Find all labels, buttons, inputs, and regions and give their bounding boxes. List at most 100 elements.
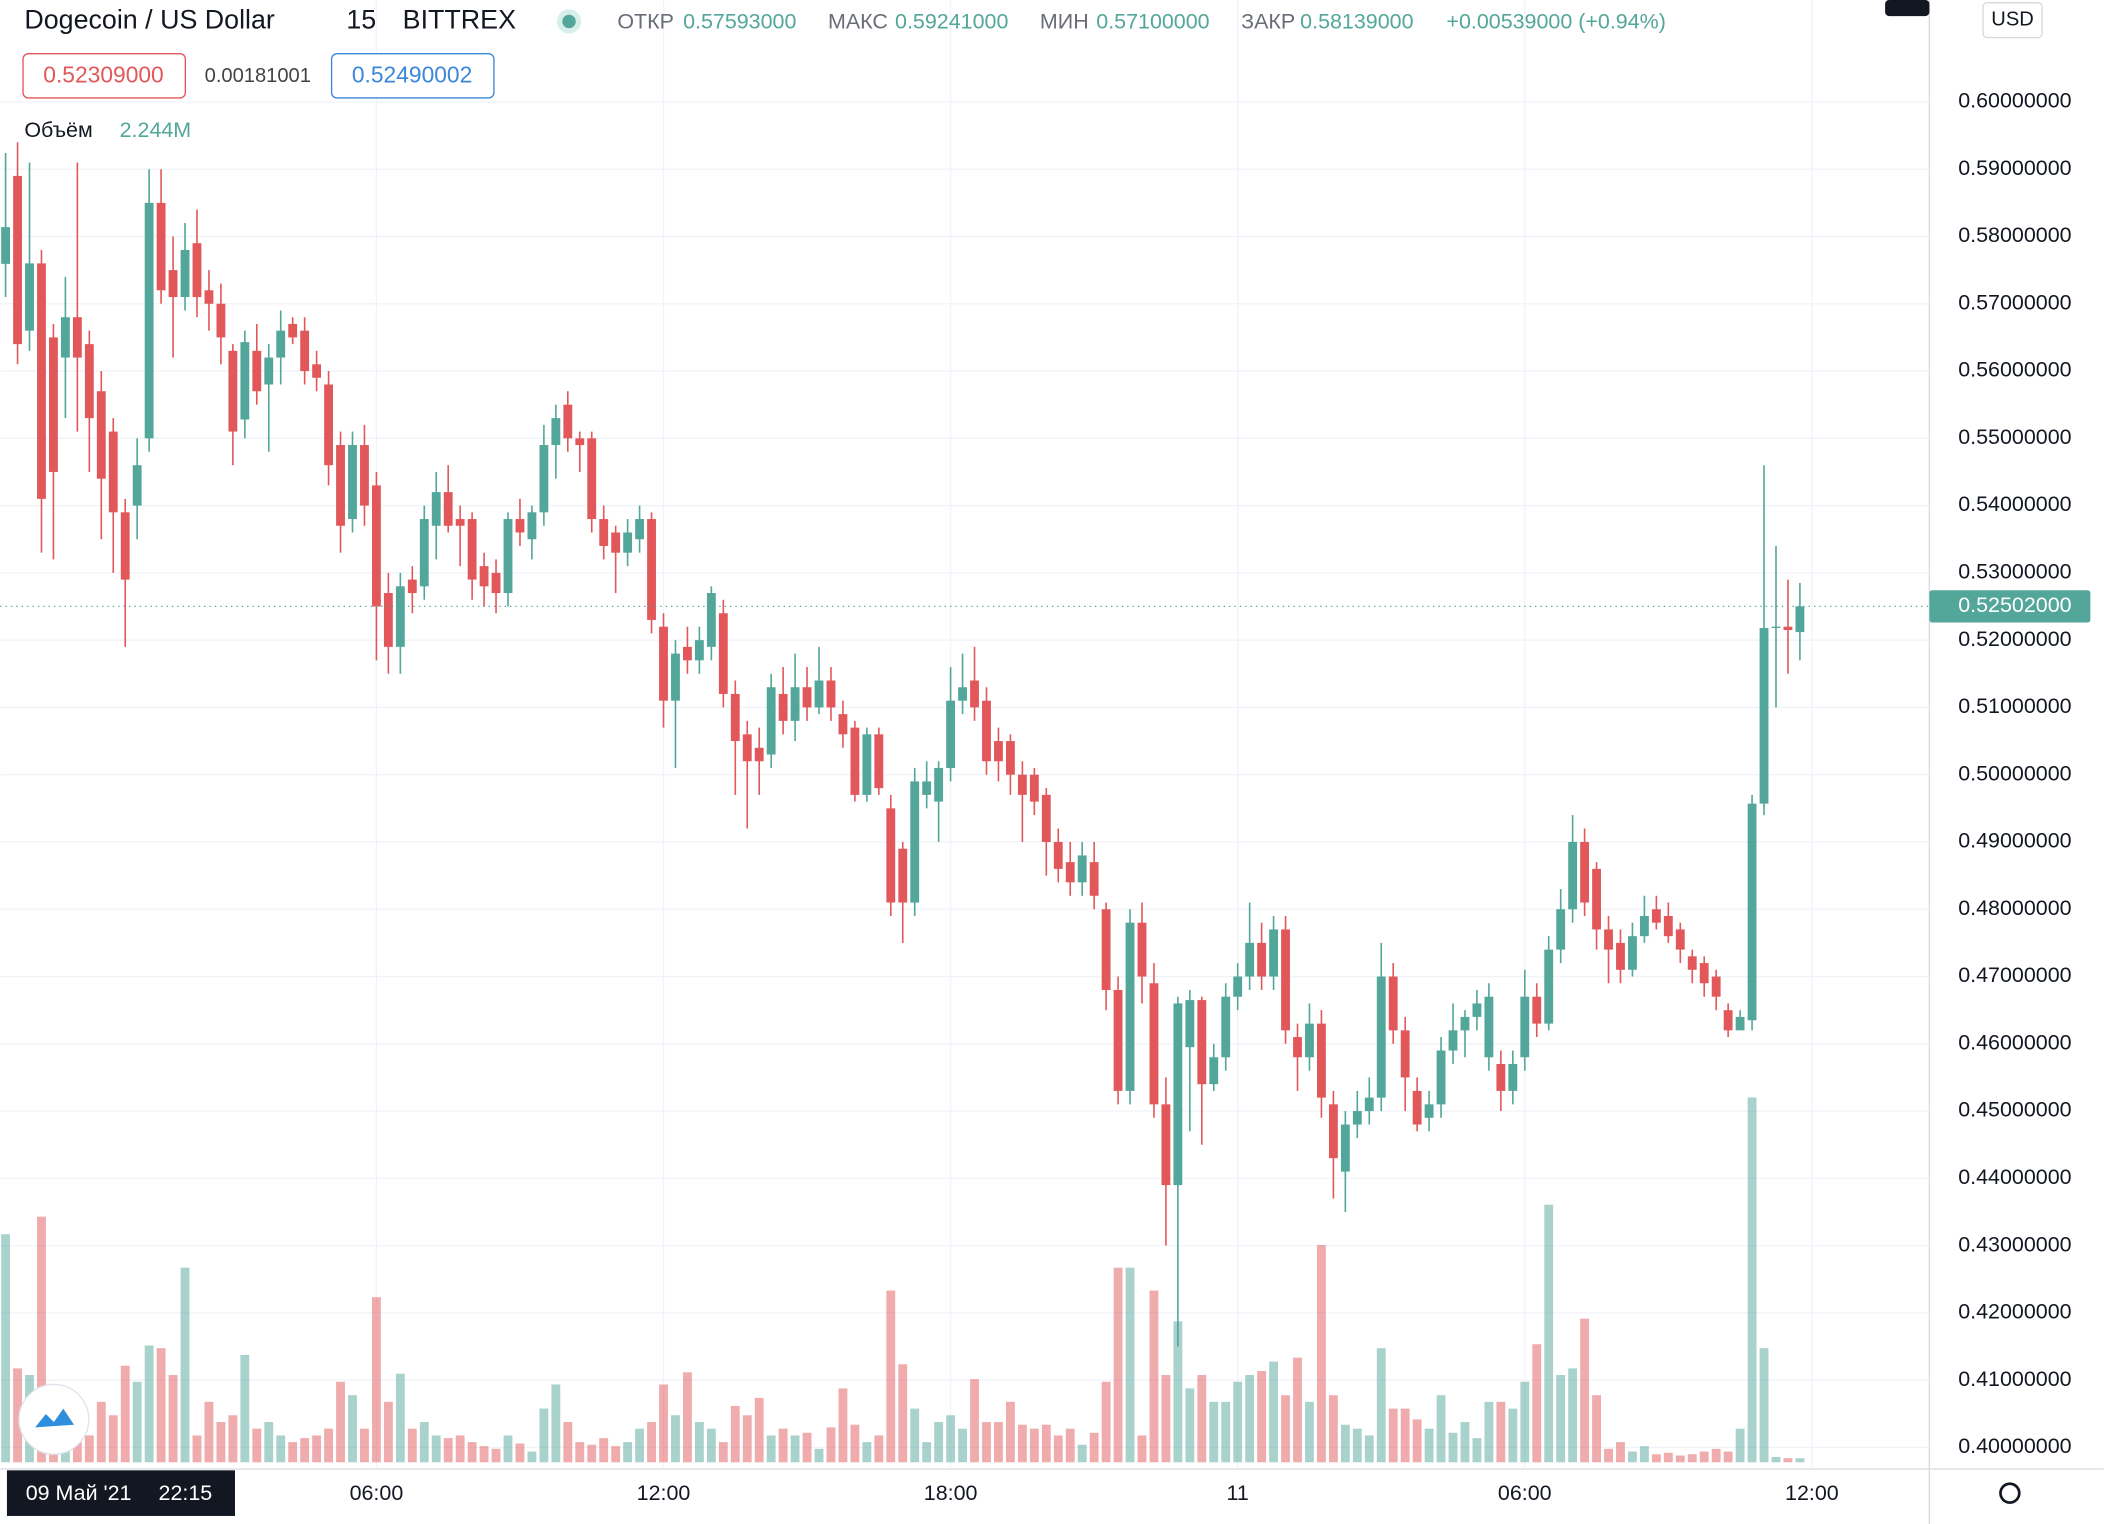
candle-body <box>551 418 561 446</box>
volume-bar <box>84 1435 94 1463</box>
candle-body <box>1 227 11 264</box>
volume-bar <box>1424 1428 1434 1463</box>
candle-body <box>108 431 118 513</box>
settings-icon[interactable] <box>1999 1482 2021 1504</box>
volume-bar <box>730 1405 740 1463</box>
volume-bar <box>1245 1374 1255 1463</box>
y-tick-label: 0.40000000 <box>1958 1434 2071 1458</box>
candle-body <box>635 519 645 540</box>
candle-body <box>1029 774 1039 802</box>
volume-bar <box>515 1443 525 1463</box>
candle-body <box>814 680 824 708</box>
logo[interactable] <box>18 1383 90 1455</box>
open-label: ОТКР <box>617 9 674 33</box>
candle-body <box>1209 1057 1219 1085</box>
cursor-time: 22:15 <box>159 1481 213 1505</box>
candle-body <box>168 270 178 298</box>
volume-bar <box>934 1422 944 1463</box>
volume-bar <box>982 1422 991 1463</box>
volume-bar <box>324 1428 333 1463</box>
candle-body <box>515 519 525 533</box>
volume-bar <box>1412 1419 1422 1463</box>
candle-body <box>874 734 884 789</box>
candle-body <box>1125 922 1135 1091</box>
volume-bar <box>395 1373 405 1463</box>
volume-bar <box>647 1422 656 1463</box>
candle-body <box>1041 794 1051 842</box>
volume-bar <box>527 1451 537 1463</box>
volume-bar <box>1209 1401 1219 1463</box>
volume-bar <box>132 1381 142 1463</box>
candle-body <box>1317 1023 1326 1098</box>
candle-body <box>754 747 764 762</box>
volume-bar <box>1771 1456 1781 1463</box>
volume-bar <box>1101 1381 1111 1463</box>
volume-bar <box>1687 1454 1697 1463</box>
volume-bar <box>1053 1435 1063 1463</box>
candle-body <box>252 350 262 392</box>
volume-bar <box>204 1401 214 1463</box>
volume-bar <box>1556 1374 1566 1463</box>
candle-body <box>84 344 94 419</box>
volume-bar <box>838 1388 848 1463</box>
candle-body <box>1113 989 1123 1091</box>
volume-bar <box>659 1384 668 1463</box>
candle-body <box>1628 936 1637 970</box>
candle-body <box>1484 996 1494 1058</box>
candle-body <box>1639 915 1649 937</box>
volume-bar <box>240 1354 250 1463</box>
candle-body <box>659 626 668 701</box>
y-tick-label: 0.59000000 <box>1958 156 2071 180</box>
currency-box[interactable] <box>1982 2 2043 39</box>
volume-bar <box>539 1408 549 1463</box>
candle-body <box>850 727 860 795</box>
volume-bar <box>1173 1321 1183 1463</box>
ask-box[interactable] <box>330 52 495 99</box>
axis-button[interactable] <box>1885 0 1930 17</box>
x-tick-label: 06:00 <box>350 1481 404 1505</box>
candle-body <box>479 566 489 587</box>
candle-body <box>946 700 956 768</box>
candle-body <box>49 337 58 472</box>
candle-body <box>1221 996 1231 1058</box>
volume-bar <box>599 1438 609 1463</box>
y-tick-label: 0.44000000 <box>1958 1165 2071 1189</box>
y-tick-label: 0.56000000 <box>1958 358 2071 382</box>
volume-bar <box>1185 1388 1195 1463</box>
candle-body <box>1305 1023 1314 1058</box>
candle-body <box>1412 1090 1422 1125</box>
y-tick-label: 0.43000000 <box>1958 1232 2071 1256</box>
candle-body <box>1376 976 1386 1098</box>
candle-body <box>96 391 106 479</box>
x-tick-label: 18:00 <box>924 1481 978 1505</box>
candle-body <box>730 693 740 742</box>
volume-bar <box>1400 1408 1410 1463</box>
y-tick-label: 0.47000000 <box>1958 963 2071 987</box>
candle-body <box>371 485 381 607</box>
volume-bar <box>886 1290 896 1463</box>
candle-body <box>563 404 573 439</box>
volume-bar <box>910 1408 920 1463</box>
volume-bar <box>1460 1422 1470 1463</box>
volume-bar <box>1520 1381 1530 1463</box>
y-tick-label: 0.48000000 <box>1958 896 2071 920</box>
candle-body <box>683 646 692 661</box>
bid-box[interactable] <box>22 52 187 99</box>
candle-body <box>324 384 333 466</box>
volume-bar <box>1663 1452 1673 1463</box>
x-tick-label: 12:00 <box>637 1481 691 1505</box>
candle-body <box>1651 909 1661 923</box>
volume-bar <box>611 1446 621 1463</box>
volume-bar <box>814 1448 824 1463</box>
volume-bar <box>300 1438 310 1463</box>
candle-body <box>1245 942 1255 977</box>
candle-body <box>1759 628 1769 804</box>
volume-bar <box>1711 1448 1721 1463</box>
y-tick-label: 0.54000000 <box>1958 492 2071 516</box>
volume-bar <box>1699 1451 1709 1463</box>
candle-body <box>120 512 130 580</box>
candle-body <box>718 613 728 694</box>
volume-bar <box>1580 1318 1590 1463</box>
volume-bar <box>1352 1428 1362 1463</box>
